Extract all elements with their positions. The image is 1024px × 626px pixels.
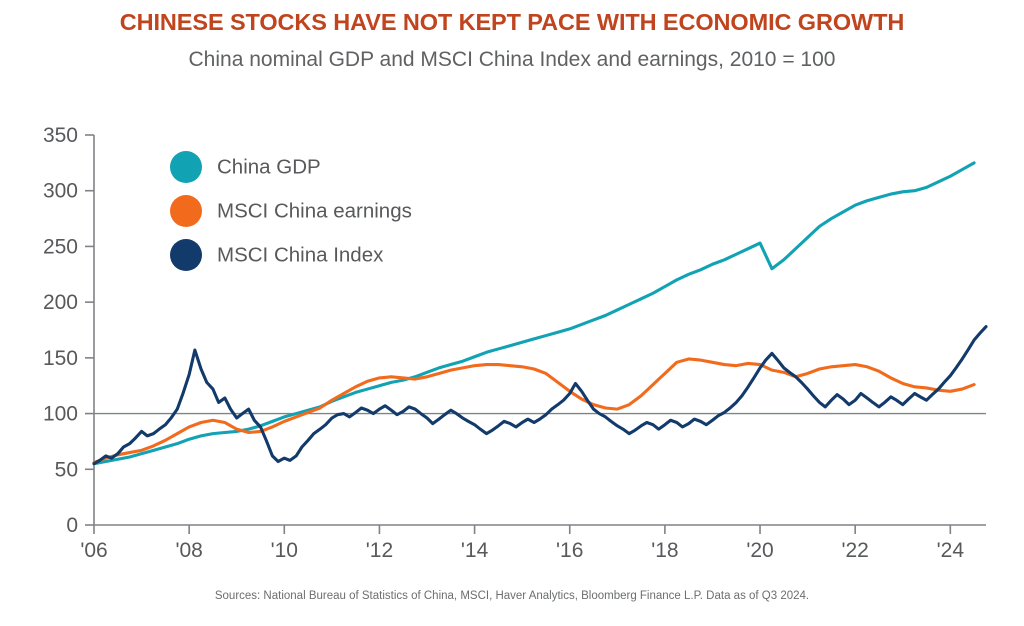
chart-legend: China GDP MSCI China earnings MSCI China I… xyxy=(170,151,412,271)
y-tick-label: 200 xyxy=(43,291,78,314)
x-tick-label: '14 xyxy=(461,539,489,562)
series-line-msci-china-earnings xyxy=(92,357,976,465)
legend-label-index: MSCI China Index xyxy=(217,243,384,266)
legend-label-earnings: MSCI China earnings xyxy=(217,199,412,222)
chart-subtitle: China nominal GDP and MSCI China Index a… xyxy=(188,48,836,71)
x-tick-label: '18 xyxy=(651,539,678,562)
y-tick-label: 250 xyxy=(43,235,78,258)
y-tick-label: 300 xyxy=(43,180,78,203)
source-note: Sources: National Bureau of Statistics o… xyxy=(214,590,810,602)
series-group xyxy=(92,161,988,466)
series-line-msci-china-index xyxy=(92,325,988,466)
y-axis: 0 50 100 150 200 250 300 350 xyxy=(43,124,95,537)
chart-title: CHINESE STOCKS HAVE NOT KEPT PACE WITH E… xyxy=(119,9,905,35)
x-tick-label: '10 xyxy=(271,539,298,562)
x-axis: '06 '08 '10 '12 '14 '16 '18 '20 '22 '24 xyxy=(80,524,986,562)
x-tick-label: '12 xyxy=(366,539,393,562)
legend-swatch-earnings xyxy=(170,195,202,227)
x-tick-label: '08 xyxy=(175,539,202,562)
y-tick-label: 350 xyxy=(43,124,78,147)
x-tick-label: '16 xyxy=(556,539,583,562)
legend-swatch-index xyxy=(170,239,202,271)
y-tick-label: 0 xyxy=(66,514,78,537)
y-tick-label: 100 xyxy=(43,403,78,426)
y-tick-label: 50 xyxy=(55,458,78,481)
y-tick-label: 150 xyxy=(43,347,78,370)
x-tick-label: '24 xyxy=(937,539,965,562)
x-tick-label: '06 xyxy=(80,539,107,562)
legend-swatch-gdp xyxy=(170,151,202,183)
chart-plot-area: 0 50 100 150 200 250 300 350 '06 '08 '10 '12 '14 '16… xyxy=(43,124,988,562)
legend-label-gdp: China GDP xyxy=(217,155,321,178)
x-tick-label: '22 xyxy=(841,539,868,562)
x-tick-label: '20 xyxy=(746,539,773,562)
